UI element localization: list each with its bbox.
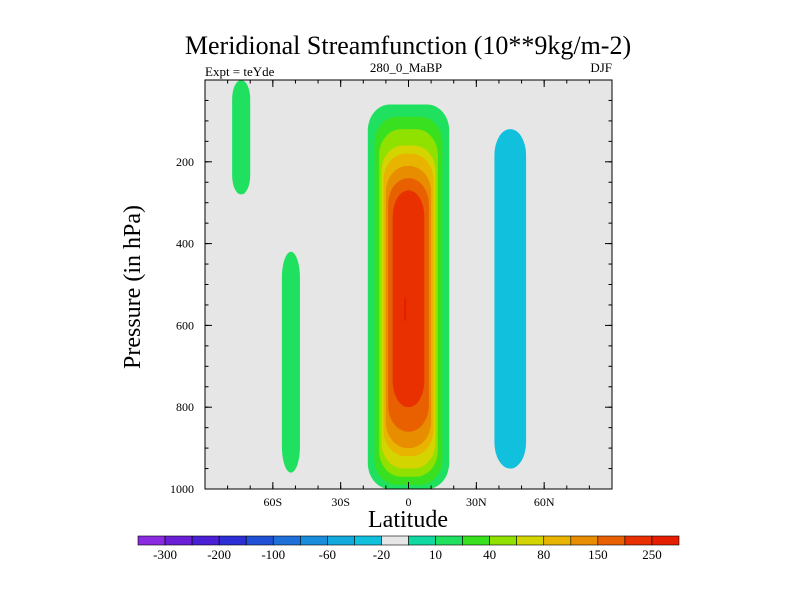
colorbar-swatch: [570, 535, 599, 546]
colorbar-swatch: [191, 535, 220, 546]
colorbar-label: 40: [483, 547, 496, 562]
colorbar-swatch: [651, 535, 680, 546]
x-axis-label: Latitude: [368, 507, 448, 533]
colorbar-swatch: [597, 535, 626, 546]
colorbar-swatch: [218, 535, 247, 546]
colorbar-swatch: [381, 535, 409, 546]
colorbar-swatch: [245, 535, 274, 546]
x-axis: 60S 30S 0 30N 60N: [227, 80, 590, 509]
colorbar-label: -60: [319, 547, 336, 562]
colorbar-swatch: [327, 535, 355, 546]
colorbar-swatch: [489, 535, 517, 546]
colorbar-swatch: [543, 535, 572, 546]
plot-area: [204, 79, 613, 490]
colorbar-label: 10: [429, 547, 442, 562]
x-tick-label: 30S: [331, 495, 350, 509]
y-tick-label: 1000: [170, 482, 194, 496]
colorbar-swatch: [272, 535, 301, 546]
colorbar: -300 -200 -100 -60 -20 10 40 80 150 250: [137, 535, 680, 562]
colorbar-label: 80: [537, 547, 550, 562]
colorbar-swatch: [435, 535, 463, 546]
y-tick-label: 800: [176, 400, 194, 414]
colorbar-swatch: [408, 535, 436, 546]
colorbar-swatch: [137, 535, 166, 546]
x-tick-label: 0: [406, 495, 412, 509]
contour-band-core-lvl-200: [392, 190, 425, 408]
colorbar-swatch: [624, 535, 653, 546]
colorbar-label: 150: [588, 547, 608, 562]
contour-band-sh-neg-strip-25w: [331, 145, 352, 440]
colorbar-swatch: [164, 535, 193, 546]
colorbar-label: -20: [373, 547, 390, 562]
y-tick-label: 200: [176, 155, 194, 169]
contour-band-sh-pos-strip-50w: [281, 251, 300, 473]
y-tick-label: 400: [176, 237, 194, 251]
colorbar-label: -300: [153, 547, 177, 562]
chart-title: Meridional Streamfunction (10**9kg/m-2): [185, 31, 631, 60]
contour-band-nh-neg-40: [494, 129, 527, 469]
y-tick-label: 600: [176, 318, 194, 332]
colorbar-swatch: [516, 535, 545, 546]
subtitle-left: Expt = teYde: [205, 64, 275, 79]
contour-band-sh-pos-strip-70w: [232, 80, 251, 195]
x-tick-label: 60S: [263, 495, 282, 509]
contour-band-sh-neg-strip-60w: [259, 80, 269, 469]
colorbar-label: 250: [642, 547, 662, 562]
colorbar-swatch: [462, 535, 490, 546]
colorbar-swatch: [354, 535, 382, 546]
colorbar-swatch: [299, 535, 328, 546]
x-tick-label: 60N: [534, 495, 555, 509]
subtitle-right: DJF: [590, 60, 612, 75]
y-axis: 200 400 600 800 1000: [170, 99, 612, 496]
x-tick-label: 30N: [466, 495, 487, 509]
contour-band-core-lvl-250: [403, 296, 407, 322]
colorbar-label: -100: [261, 547, 285, 562]
contour-band-sh-neg-strip-80w: [214, 80, 221, 440]
colorbar-label: -200: [207, 547, 231, 562]
subtitle-center: 280_0_MaBP: [370, 60, 442, 75]
y-axis-label: Pressure (in hPa): [120, 205, 146, 369]
